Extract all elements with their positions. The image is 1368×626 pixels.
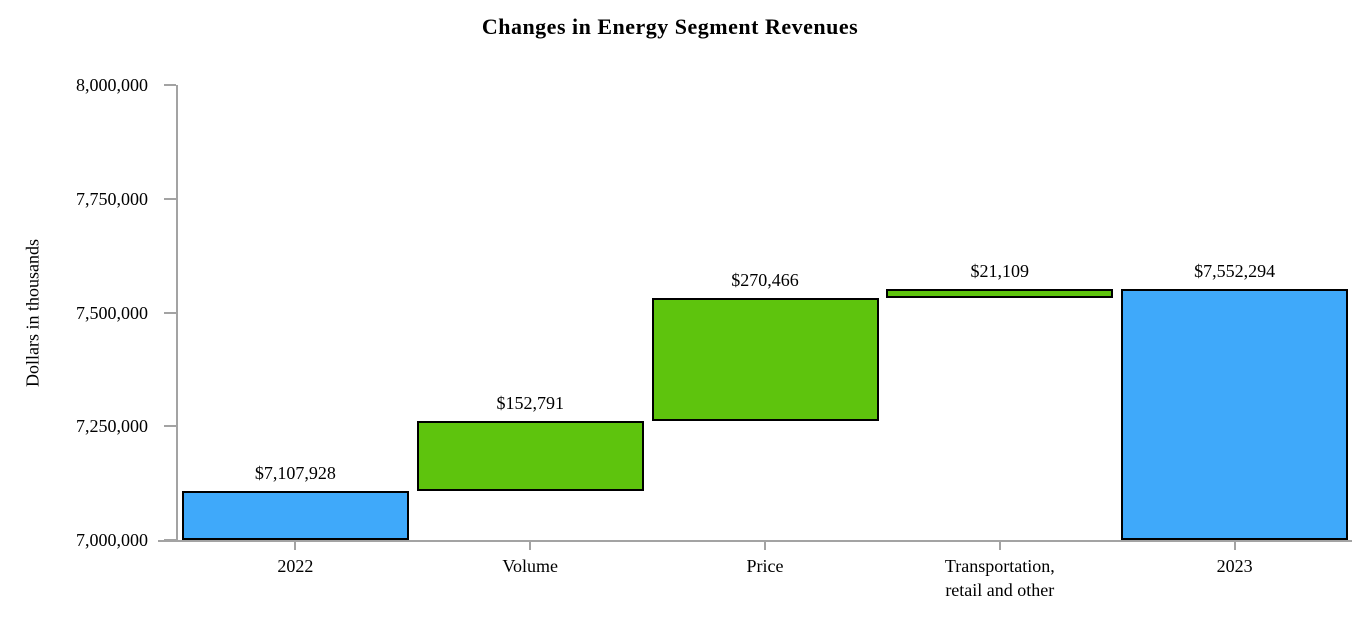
chart-title: Changes in Energy Segment Revenues	[481, 14, 859, 39]
bar-2023	[1121, 288, 1349, 540]
x-tick-mark	[764, 541, 766, 550]
bar-value-label-2022: $7,107,928	[254, 462, 336, 483]
x-tick-mark	[1233, 541, 1236, 550]
bar-value-label-transportation-retail-and-other: $21,109	[970, 260, 1030, 281]
y-tick-mark	[164, 311, 176, 314]
bar-value-label-2023: $7,552,294	[1194, 260, 1276, 281]
x-category-label-price: Price	[746, 556, 784, 576]
bar-transportation-retail-and-other	[886, 288, 1114, 299]
x-category-label-volume: Volume	[502, 556, 559, 576]
bar-volume	[416, 421, 644, 491]
x-category-label-transportation-retail-and-other: Transportation, retail and other	[944, 556, 1055, 600]
y-tick-label: 7,750,000	[76, 188, 148, 209]
y-tick-label: 7,250,000	[76, 416, 148, 437]
bar-2022	[181, 490, 409, 540]
y-tick-mark	[164, 84, 176, 86]
y-tick-label: 7,000,000	[76, 530, 148, 550]
y-axis-title: Dollars in thousands	[22, 239, 43, 387]
x-category-label-2023: 2023	[1216, 556, 1253, 576]
x-tick-mark	[529, 541, 532, 550]
bar-price	[651, 298, 879, 422]
x-tick-mark	[294, 541, 297, 550]
x-category-label-2022: 2022	[277, 556, 314, 576]
y-tick-mark	[164, 425, 176, 428]
bar-value-label-price: $270,466	[731, 270, 799, 291]
y-tick-label: 8,000,000	[76, 75, 148, 95]
bar-value-label-volume: $152,791	[496, 393, 564, 414]
plot-area: $7,107,928 $152,791 $270,466 $21,109 $7,552,…	[76, 76, 1352, 600]
y-axis-line	[176, 85, 178, 542]
x-axis-line	[158, 540, 1352, 542]
x-tick-mark	[998, 541, 1001, 550]
y-tick-mark	[164, 197, 176, 200]
y-tick-label: 7,500,000	[76, 302, 148, 323]
